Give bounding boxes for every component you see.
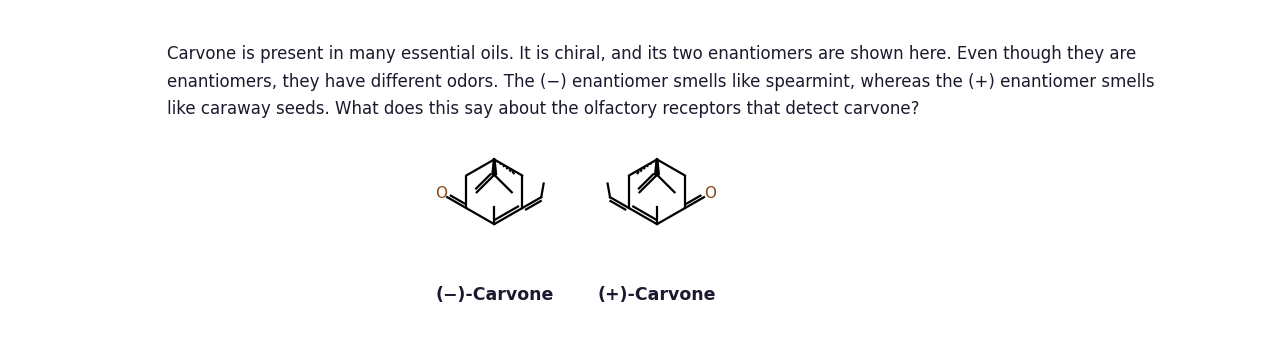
Text: (−)-Carvone: (−)-Carvone: [435, 287, 554, 305]
Text: O: O: [705, 186, 716, 201]
Text: O: O: [435, 186, 447, 201]
Polygon shape: [654, 160, 659, 175]
Text: Carvone is present in many essential oils. It is chiral, and its two enantiomers: Carvone is present in many essential oil…: [167, 45, 1155, 118]
Text: (+)-Carvone: (+)-Carvone: [598, 287, 716, 305]
Polygon shape: [492, 160, 497, 175]
